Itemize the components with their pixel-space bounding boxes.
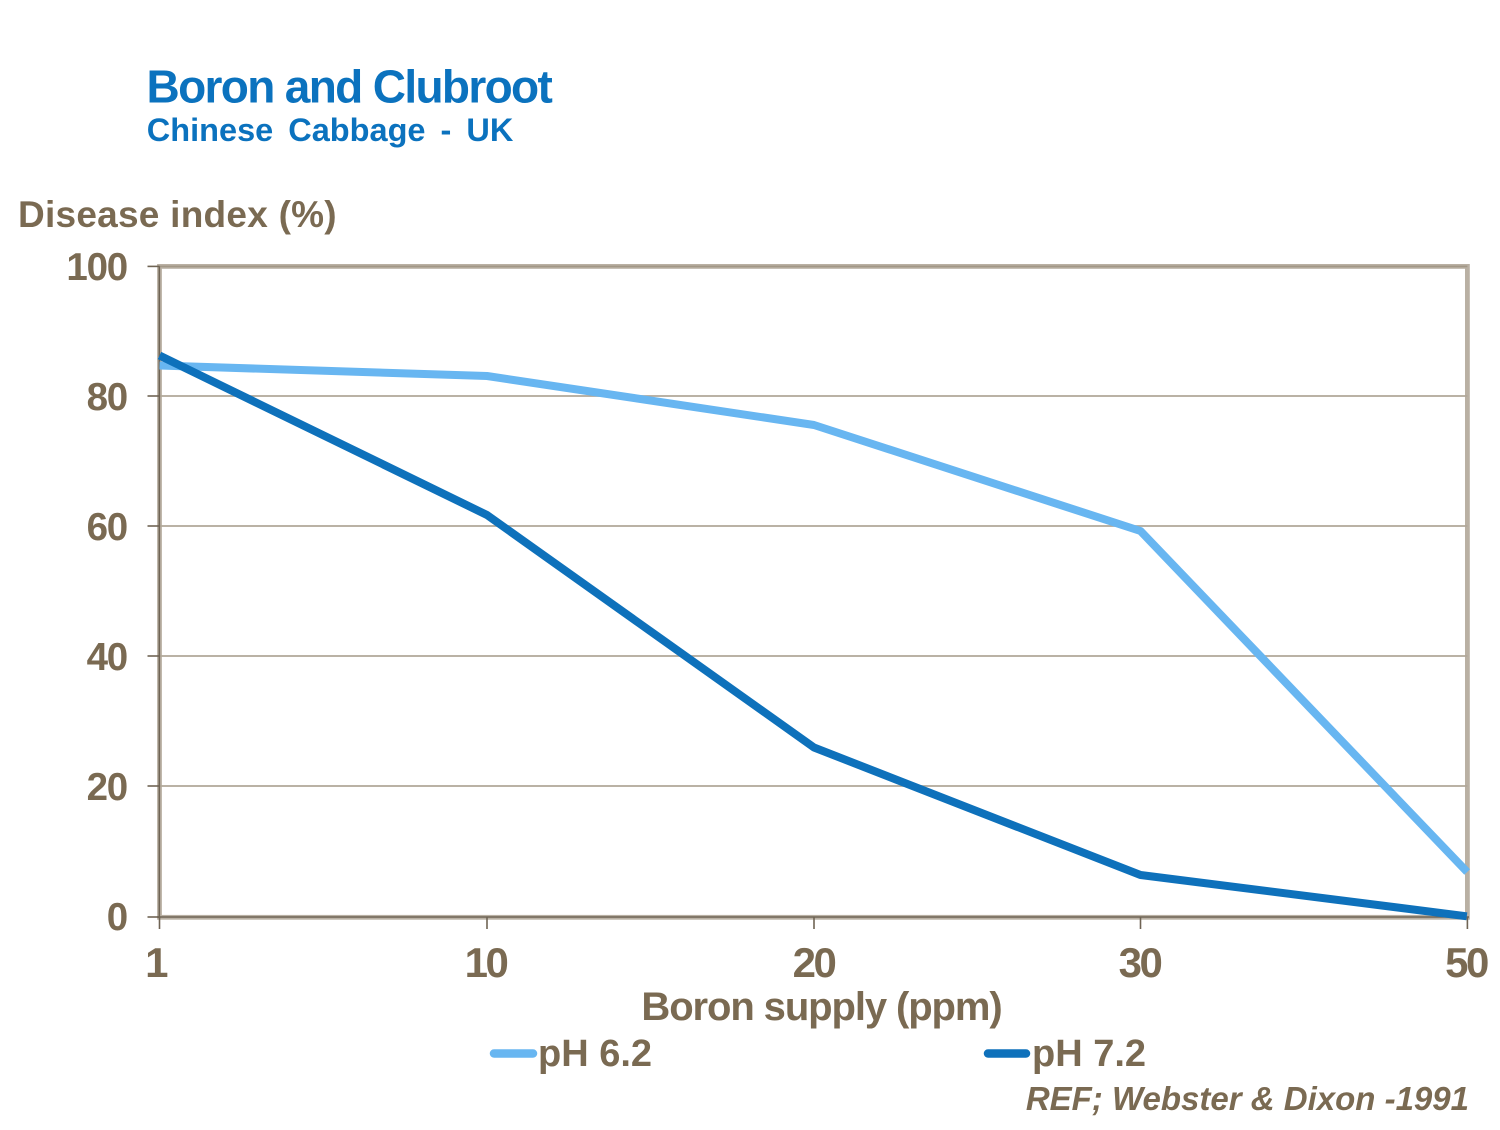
svg-text:pH 6.2: pH 6.2: [538, 1033, 652, 1075]
svg-text:0: 0: [107, 896, 127, 939]
svg-text:20: 20: [793, 939, 836, 986]
svg-text:50: 50: [1445, 939, 1488, 986]
svg-text:40: 40: [87, 636, 127, 679]
svg-text:10: 10: [465, 939, 508, 986]
svg-text:Boron and Clubroot: Boron and Clubroot: [147, 61, 553, 113]
svg-text:60: 60: [87, 506, 127, 549]
svg-text:1: 1: [145, 939, 168, 986]
svg-text:Disease index (%): Disease index (%): [18, 194, 337, 235]
svg-text:30: 30: [1119, 939, 1162, 986]
svg-text:20: 20: [87, 766, 127, 809]
svg-text:Boron supply (ppm): Boron supply (ppm): [641, 985, 1001, 1029]
svg-text:REF; Webster & Dixon -1991: REF; Webster & Dixon -1991: [1026, 1080, 1469, 1117]
svg-text:100: 100: [66, 246, 127, 289]
svg-text:80: 80: [87, 376, 127, 419]
svg-text:pH 7.2: pH 7.2: [1032, 1033, 1146, 1075]
svg-text:Chinese Cabbage - UK: Chinese Cabbage - UK: [147, 112, 514, 148]
